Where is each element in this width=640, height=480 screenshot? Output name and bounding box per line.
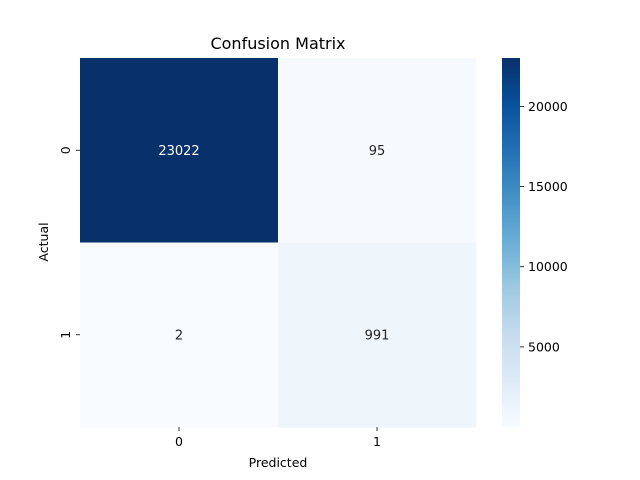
cell-value-label: 2 xyxy=(175,328,183,343)
chart-title: Confusion Matrix xyxy=(210,34,345,53)
colorbar-tick-label: 10000 xyxy=(528,259,568,274)
colorbar-tick-label: 20000 xyxy=(528,99,568,114)
cell-value-label: 23022 xyxy=(158,144,199,159)
y-tick-label: 1 xyxy=(58,331,73,339)
x-tick-label: 0 xyxy=(175,434,183,449)
y-tick-label: 0 xyxy=(58,146,73,154)
heatmap-cell xyxy=(80,242,279,428)
x-axis-label: Predicted xyxy=(249,455,308,470)
y-axis-ticks: 01 xyxy=(58,146,80,339)
colorbar-tick-label: 15000 xyxy=(528,179,568,194)
cell-value-label: 991 xyxy=(365,328,390,343)
x-tick-label: 1 xyxy=(373,434,381,449)
colorbar xyxy=(502,58,520,427)
heatmap-cell xyxy=(278,242,477,428)
heatmap-cells: 23022 95 2 991 xyxy=(80,58,477,428)
colorbar-ticks: 5000 10000 15000 20000 xyxy=(520,99,568,354)
heatmap-cell xyxy=(278,58,477,243)
colorbar-tick-label: 5000 xyxy=(528,339,560,354)
y-axis-label: Actual xyxy=(36,222,51,261)
heatmap-cell xyxy=(80,58,279,243)
cell-value-label: 95 xyxy=(369,144,386,159)
